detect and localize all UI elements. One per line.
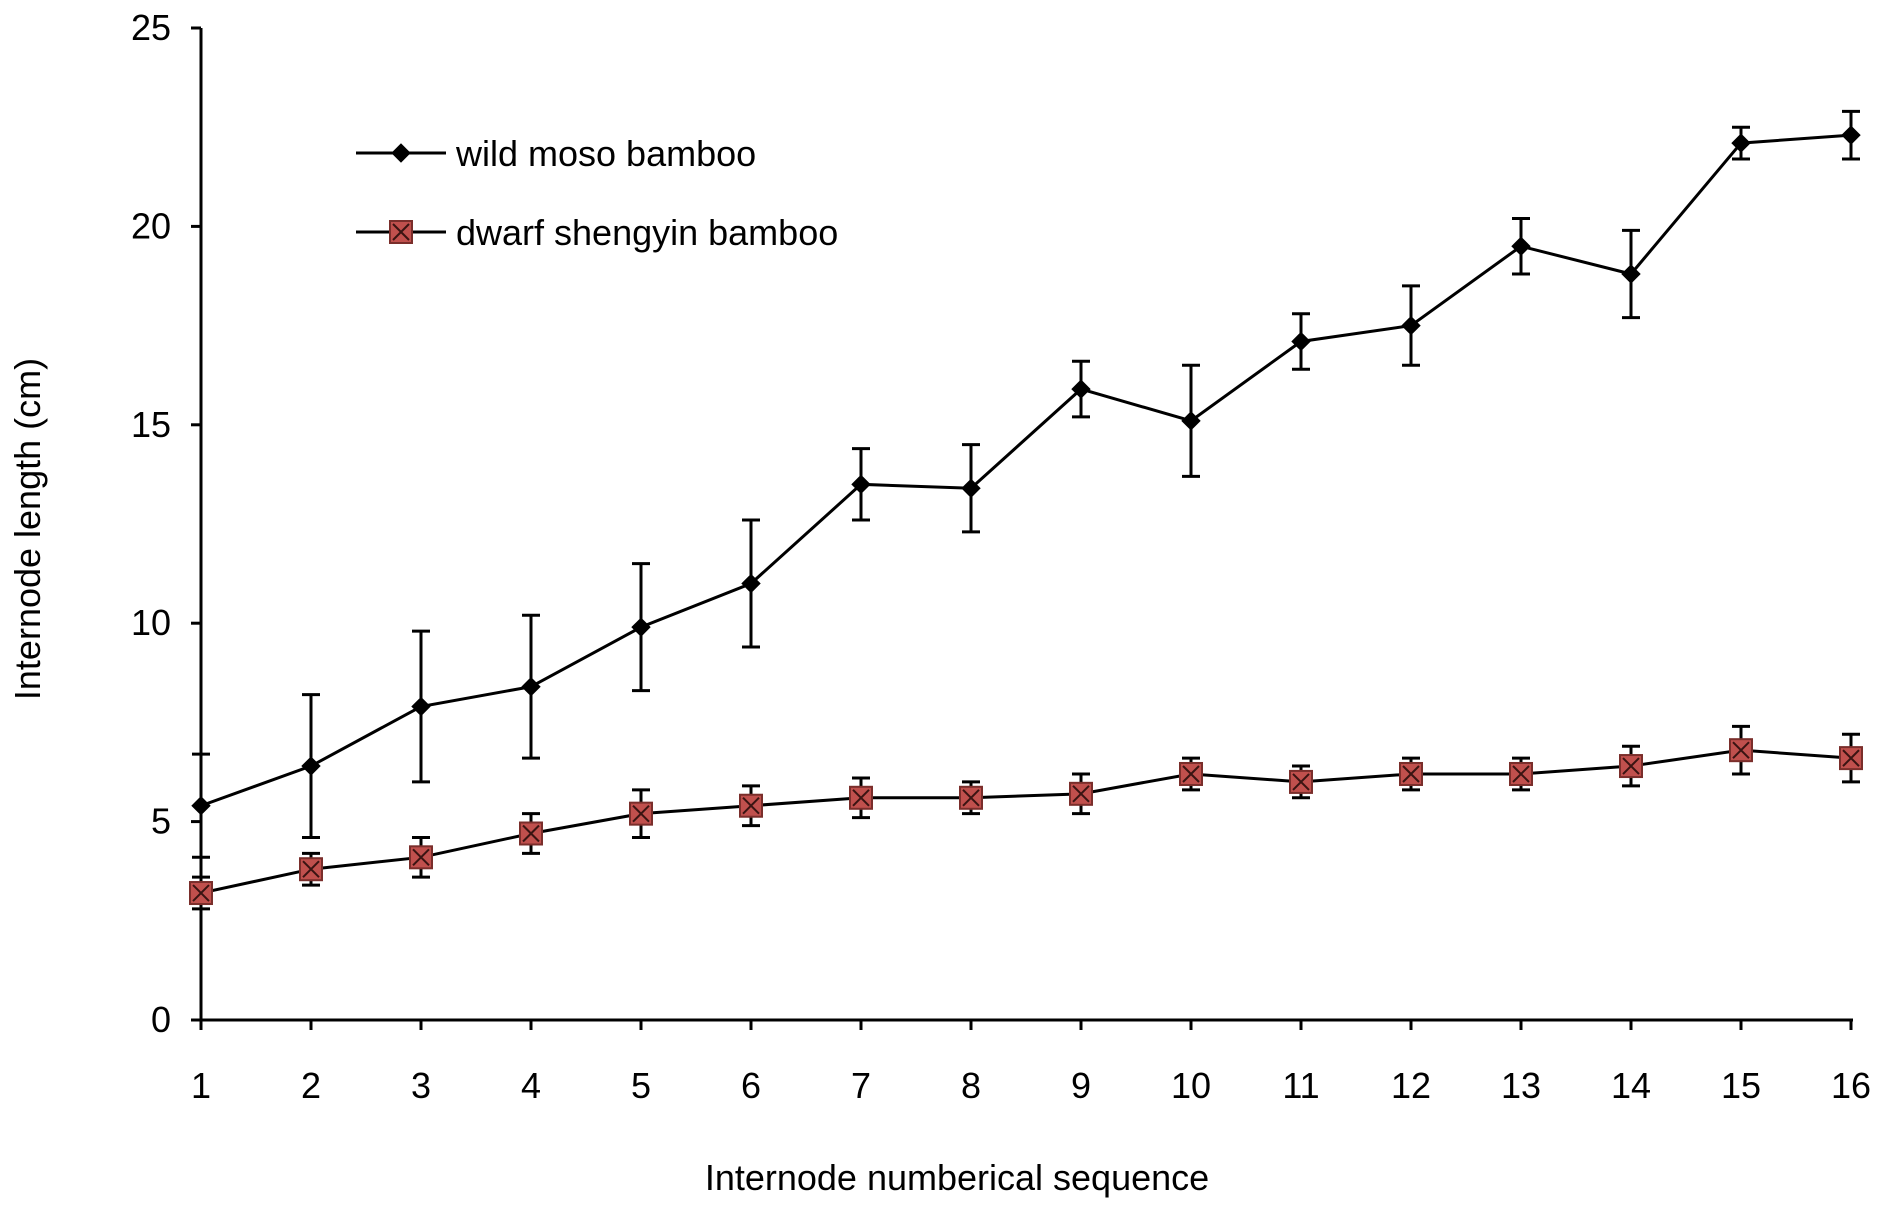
axes — [199, 28, 1853, 1022]
marker-cross — [742, 797, 760, 815]
marker-cross — [852, 789, 870, 807]
x-tick-label: 9 — [1071, 1065, 1091, 1106]
data-point — [1509, 761, 1533, 786]
data-point — [409, 845, 433, 870]
marker-cross — [412, 848, 430, 867]
y-tick-label: 10 — [131, 602, 171, 643]
marker-cross — [962, 789, 980, 807]
data-point — [519, 821, 543, 846]
data-point — [1839, 746, 1863, 771]
data-point — [191, 796, 211, 816]
x-tick-label: 13 — [1501, 1065, 1541, 1106]
marker-cross — [1072, 785, 1090, 803]
legend-item: wild moso bamboo — [356, 133, 756, 174]
marker-cross — [392, 223, 410, 241]
x-tick-label: 11 — [1282, 1065, 1319, 1106]
x-tick-label: 3 — [411, 1065, 431, 1106]
y-tick-label: 25 — [131, 7, 171, 48]
legend-item: dwarf shengyin bamboo — [356, 212, 838, 253]
data-point — [1621, 264, 1641, 284]
data-point — [1399, 761, 1423, 786]
data-point — [631, 617, 651, 637]
x-tick-label: 4 — [521, 1065, 541, 1106]
x-tick-label: 6 — [741, 1065, 761, 1106]
y-tick-label: 20 — [131, 205, 171, 246]
data-point — [1511, 236, 1531, 256]
marker-cross — [192, 884, 210, 902]
series-line — [200, 748, 1852, 895]
series-line — [200, 133, 1852, 808]
data-point — [521, 676, 541, 697]
data-point — [1841, 125, 1861, 145]
marker-cross — [302, 860, 320, 878]
y-tick-label: 15 — [131, 404, 171, 445]
legend: wild moso bamboo dwarf shengyin bamboo — [356, 133, 838, 253]
series-layer — [189, 109, 1863, 911]
y-axis-title: Internode length (cm) — [7, 358, 48, 700]
data-point — [301, 756, 321, 776]
data-point — [1401, 315, 1421, 336]
data-point — [1291, 331, 1311, 352]
legend-marker — [391, 143, 411, 163]
x-tick-label: 7 — [851, 1065, 871, 1106]
x-tick-label: 2 — [301, 1065, 321, 1106]
marker-cross — [1622, 757, 1640, 775]
x-axis-title: Internode numberical sequence — [705, 1157, 1209, 1198]
x-tick-label: 14 — [1611, 1065, 1651, 1106]
x-tick-label: 16 — [1831, 1065, 1871, 1106]
data-point — [189, 881, 213, 906]
series-dwarf-shengyin-bamboo — [189, 724, 1863, 911]
x-tick-label: 1 — [191, 1065, 211, 1106]
marker-cross — [1512, 765, 1530, 783]
data-point — [741, 573, 761, 594]
marker-cross — [632, 804, 650, 823]
y-axis-ticks: 0 5 10 15 20 25 — [131, 7, 201, 1040]
marker-cross — [1732, 741, 1750, 759]
x-tick-label: 10 — [1171, 1065, 1211, 1106]
data-point — [1071, 379, 1091, 399]
data-point — [1181, 411, 1201, 431]
y-tick-label: 5 — [151, 801, 171, 842]
data-point — [959, 785, 983, 810]
x-tick-label: 15 — [1721, 1065, 1761, 1106]
data-point — [299, 857, 323, 882]
data-point — [1069, 781, 1093, 806]
x-tick-label: 5 — [631, 1065, 651, 1106]
series-wild-moso-bamboo — [191, 109, 1861, 859]
legend-label: dwarf shengyin bamboo — [456, 212, 838, 253]
legend-label: wild moso bamboo — [455, 133, 756, 174]
x-tick-label: 12 — [1391, 1065, 1431, 1106]
data-point — [1731, 133, 1751, 153]
legend-marker — [389, 220, 413, 244]
marker-cross — [1292, 773, 1310, 791]
data-point — [1289, 769, 1313, 794]
marker-cross — [1402, 765, 1420, 783]
data-point — [1179, 761, 1203, 786]
marker-cross — [1842, 749, 1860, 767]
data-point — [851, 474, 871, 495]
data-point — [1619, 754, 1643, 779]
x-tick-label: 8 — [961, 1065, 981, 1106]
data-point — [961, 478, 981, 498]
data-point — [1729, 738, 1753, 763]
marker-cross — [522, 824, 540, 843]
data-point — [849, 785, 873, 810]
data-point — [739, 793, 763, 818]
data-point — [411, 696, 431, 717]
marker-cross — [1182, 765, 1200, 783]
y-tick-label: 0 — [151, 999, 171, 1040]
data-point — [629, 801, 653, 826]
x-axis-ticks: 1 2 3 4 5 6 7 8 9 10 11 12 13 14 15 16 — [191, 1020, 1871, 1106]
